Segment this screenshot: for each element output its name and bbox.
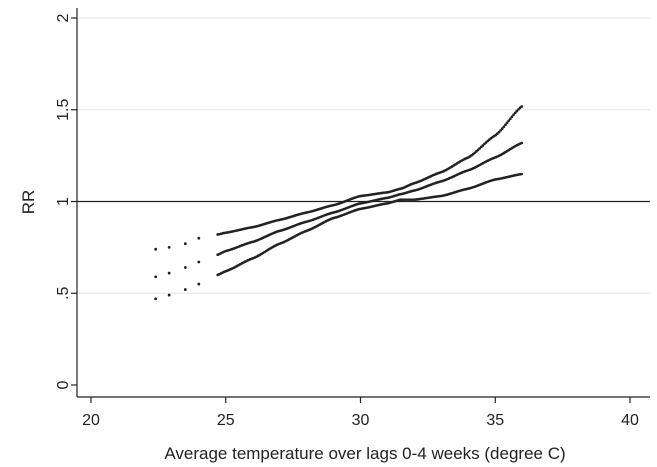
point-upper-d180 [507, 119, 511, 123]
y-tick-label-1: .5 [55, 286, 72, 299]
gridlines [77, 17, 650, 294]
point-upper-0 [154, 247, 158, 251]
series-lower [154, 172, 524, 301]
point-estimate-1 [167, 271, 171, 275]
point-estimate-d188 [520, 141, 524, 145]
x-tick-label-4: 40 [621, 412, 639, 429]
x-tick-label-2: 30 [352, 412, 370, 429]
x-tick-label-0: 20 [82, 412, 100, 429]
point-upper-d182 [510, 115, 514, 119]
axes [76, 8, 650, 398]
series-upper [154, 105, 524, 251]
point-estimate-0 [154, 275, 158, 279]
y-tick-label-2: 1 [55, 197, 72, 206]
point-lower-0 [154, 297, 158, 301]
y-axis-label: RR [19, 190, 38, 215]
point-upper-d181 [508, 117, 512, 121]
x-axis-ticks: 20 25 30 35 40 [82, 397, 639, 429]
y-tick-label-3: 1.5 [55, 99, 72, 121]
point-upper-d178 [504, 123, 507, 127]
point-upper-d188 [520, 105, 524, 108]
y-tick-label-4: 2 [55, 13, 72, 22]
point-estimate-2 [183, 266, 187, 269]
point-upper-d174 [497, 130, 501, 134]
point-upper-d183 [512, 113, 515, 117]
x-tick-label-3: 35 [486, 412, 504, 429]
point-upper-3 [197, 236, 201, 240]
y-tick-label-0: 0 [55, 380, 72, 389]
x-tick-label-1: 25 [217, 412, 235, 429]
x-axis-label: Average temperature over lags 0-4 weeks … [164, 444, 565, 463]
point-lower-3 [197, 282, 201, 286]
point-lower-d188 [520, 172, 524, 176]
point-upper-d185 [515, 109, 519, 113]
point-upper-d177 [502, 125, 506, 129]
point-upper-d176 [500, 127, 504, 130]
point-upper-d179 [505, 121, 509, 125]
point-lower-1 [167, 293, 171, 297]
point-upper-2 [183, 242, 187, 246]
data-points [154, 105, 524, 301]
y-axis-ticks: 0 .5 1 1.5 2 [55, 13, 77, 389]
point-estimate-3 [197, 260, 201, 264]
point-lower-2 [183, 288, 187, 291]
point-upper-d184 [513, 111, 517, 115]
point-upper-d175 [499, 129, 502, 132]
series-estimate [154, 141, 524, 279]
point-upper-1 [167, 245, 171, 249]
